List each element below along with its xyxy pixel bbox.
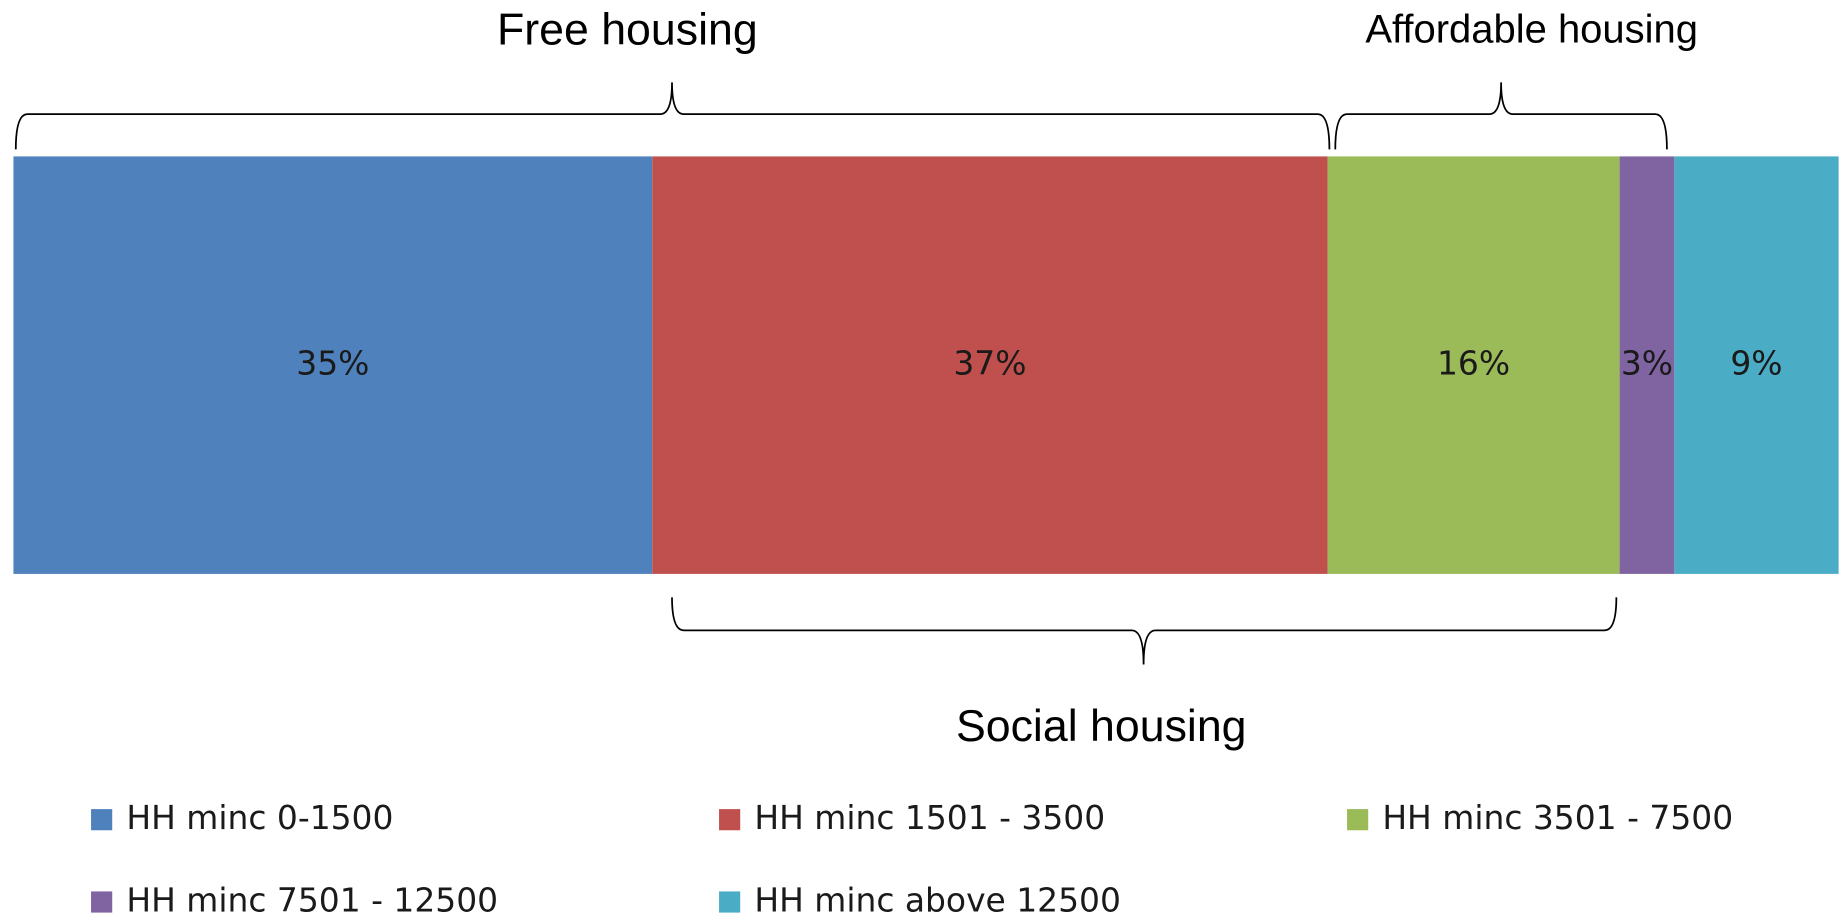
data-label: 35% <box>296 344 369 383</box>
annotation: Social housing <box>956 702 1247 751</box>
data-label: 3% <box>1621 344 1673 383</box>
legend-label: HH minc 3501 - 7500 <box>1382 798 1733 837</box>
bar-segment <box>13 156 653 574</box>
brace <box>671 597 1618 665</box>
brace <box>14 82 1331 150</box>
annotation: Affordable housing <box>1365 7 1698 51</box>
data-label: 9% <box>1730 344 1782 383</box>
bar-segment <box>1327 156 1620 574</box>
bar-segment <box>1619 156 1675 574</box>
legend-swatch <box>91 809 113 831</box>
bar-segment <box>1674 156 1839 574</box>
legend-swatch <box>1347 809 1369 831</box>
bar-segment <box>652 156 1328 574</box>
data-label: 37% <box>953 344 1026 383</box>
legend-swatch <box>719 891 741 913</box>
legend-swatch <box>719 809 741 831</box>
data-label: 16% <box>1437 344 1510 383</box>
legend-label: HH minc 1501 - 3500 <box>754 798 1105 837</box>
legend-swatch <box>91 891 113 913</box>
braces <box>14 82 1668 665</box>
legend-label: HH minc 0-1500 <box>126 798 393 837</box>
annotation: Free housing <box>497 6 758 55</box>
brace <box>1334 82 1668 150</box>
legend-label: HH minc 7501 - 12500 <box>126 881 498 920</box>
legend-label: HH minc above 12500 <box>754 881 1121 920</box>
